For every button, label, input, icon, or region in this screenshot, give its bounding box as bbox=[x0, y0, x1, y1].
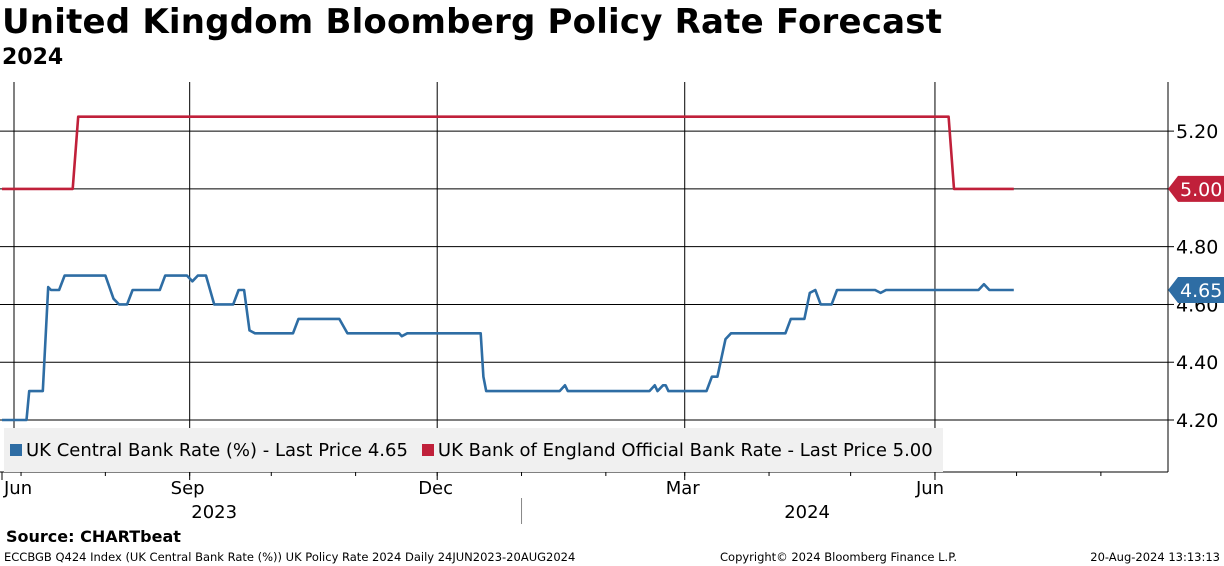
legend-item-official-bank-rate: UK Bank of England Official Bank Rate - … bbox=[421, 439, 933, 461]
chart-legend: UK Central Bank Rate (%) - Last Price 4.… bbox=[4, 428, 943, 472]
chart-subtitle: 2024 bbox=[2, 45, 64, 70]
year-label: 2024 bbox=[784, 502, 830, 523]
x-tick-label: Dec bbox=[418, 478, 453, 499]
series-line-central-bank-rate bbox=[2, 274, 1014, 422]
y-tick-label: 4.20 bbox=[1176, 410, 1218, 432]
x-tick-label: Jun bbox=[3, 478, 32, 499]
y-tick-label: 4.80 bbox=[1176, 237, 1218, 259]
legend-item-central-bank-rate: UK Central Bank Rate (%) - Last Price 4.… bbox=[10, 440, 408, 461]
x-tick-label: Sep bbox=[171, 478, 205, 499]
last-price-label: 4.65 bbox=[1180, 280, 1222, 302]
legend-label: UK Bank of England Official Bank Rate - … bbox=[437, 439, 933, 461]
footer-index-info: ECCBGB Q424 Index (UK Central Bank Rate … bbox=[4, 550, 576, 564]
year-label: 2023 bbox=[191, 502, 237, 523]
footer-copyright: Copyright© 2024 Bloomberg Finance L.P. bbox=[720, 550, 957, 564]
x-tick-label: Mar bbox=[666, 478, 701, 499]
y-tick-label: 4.40 bbox=[1176, 352, 1218, 374]
legend-swatch-red bbox=[421, 444, 434, 456]
series-line-official-bank-rate bbox=[2, 115, 1014, 191]
legend-label: UK Central Bank Rate (%) - Last Price 4.… bbox=[26, 439, 408, 461]
chart-title: United Kingdom Bloomberg Policy Rate For… bbox=[2, 2, 943, 42]
last-price-label: 5.00 bbox=[1180, 179, 1222, 201]
last-price-badge-blue bbox=[1168, 277, 1224, 303]
source-note: Source: CHARTbeat bbox=[6, 527, 181, 546]
y-tick-label: 5.20 bbox=[1176, 121, 1218, 143]
last-price-badge-red bbox=[1168, 175, 1224, 202]
x-tick-label: Jun bbox=[915, 478, 944, 499]
footer-timestamp: 20-Aug-2024 13:13:13 bbox=[1090, 550, 1220, 564]
legend-swatch-blue bbox=[10, 444, 22, 456]
